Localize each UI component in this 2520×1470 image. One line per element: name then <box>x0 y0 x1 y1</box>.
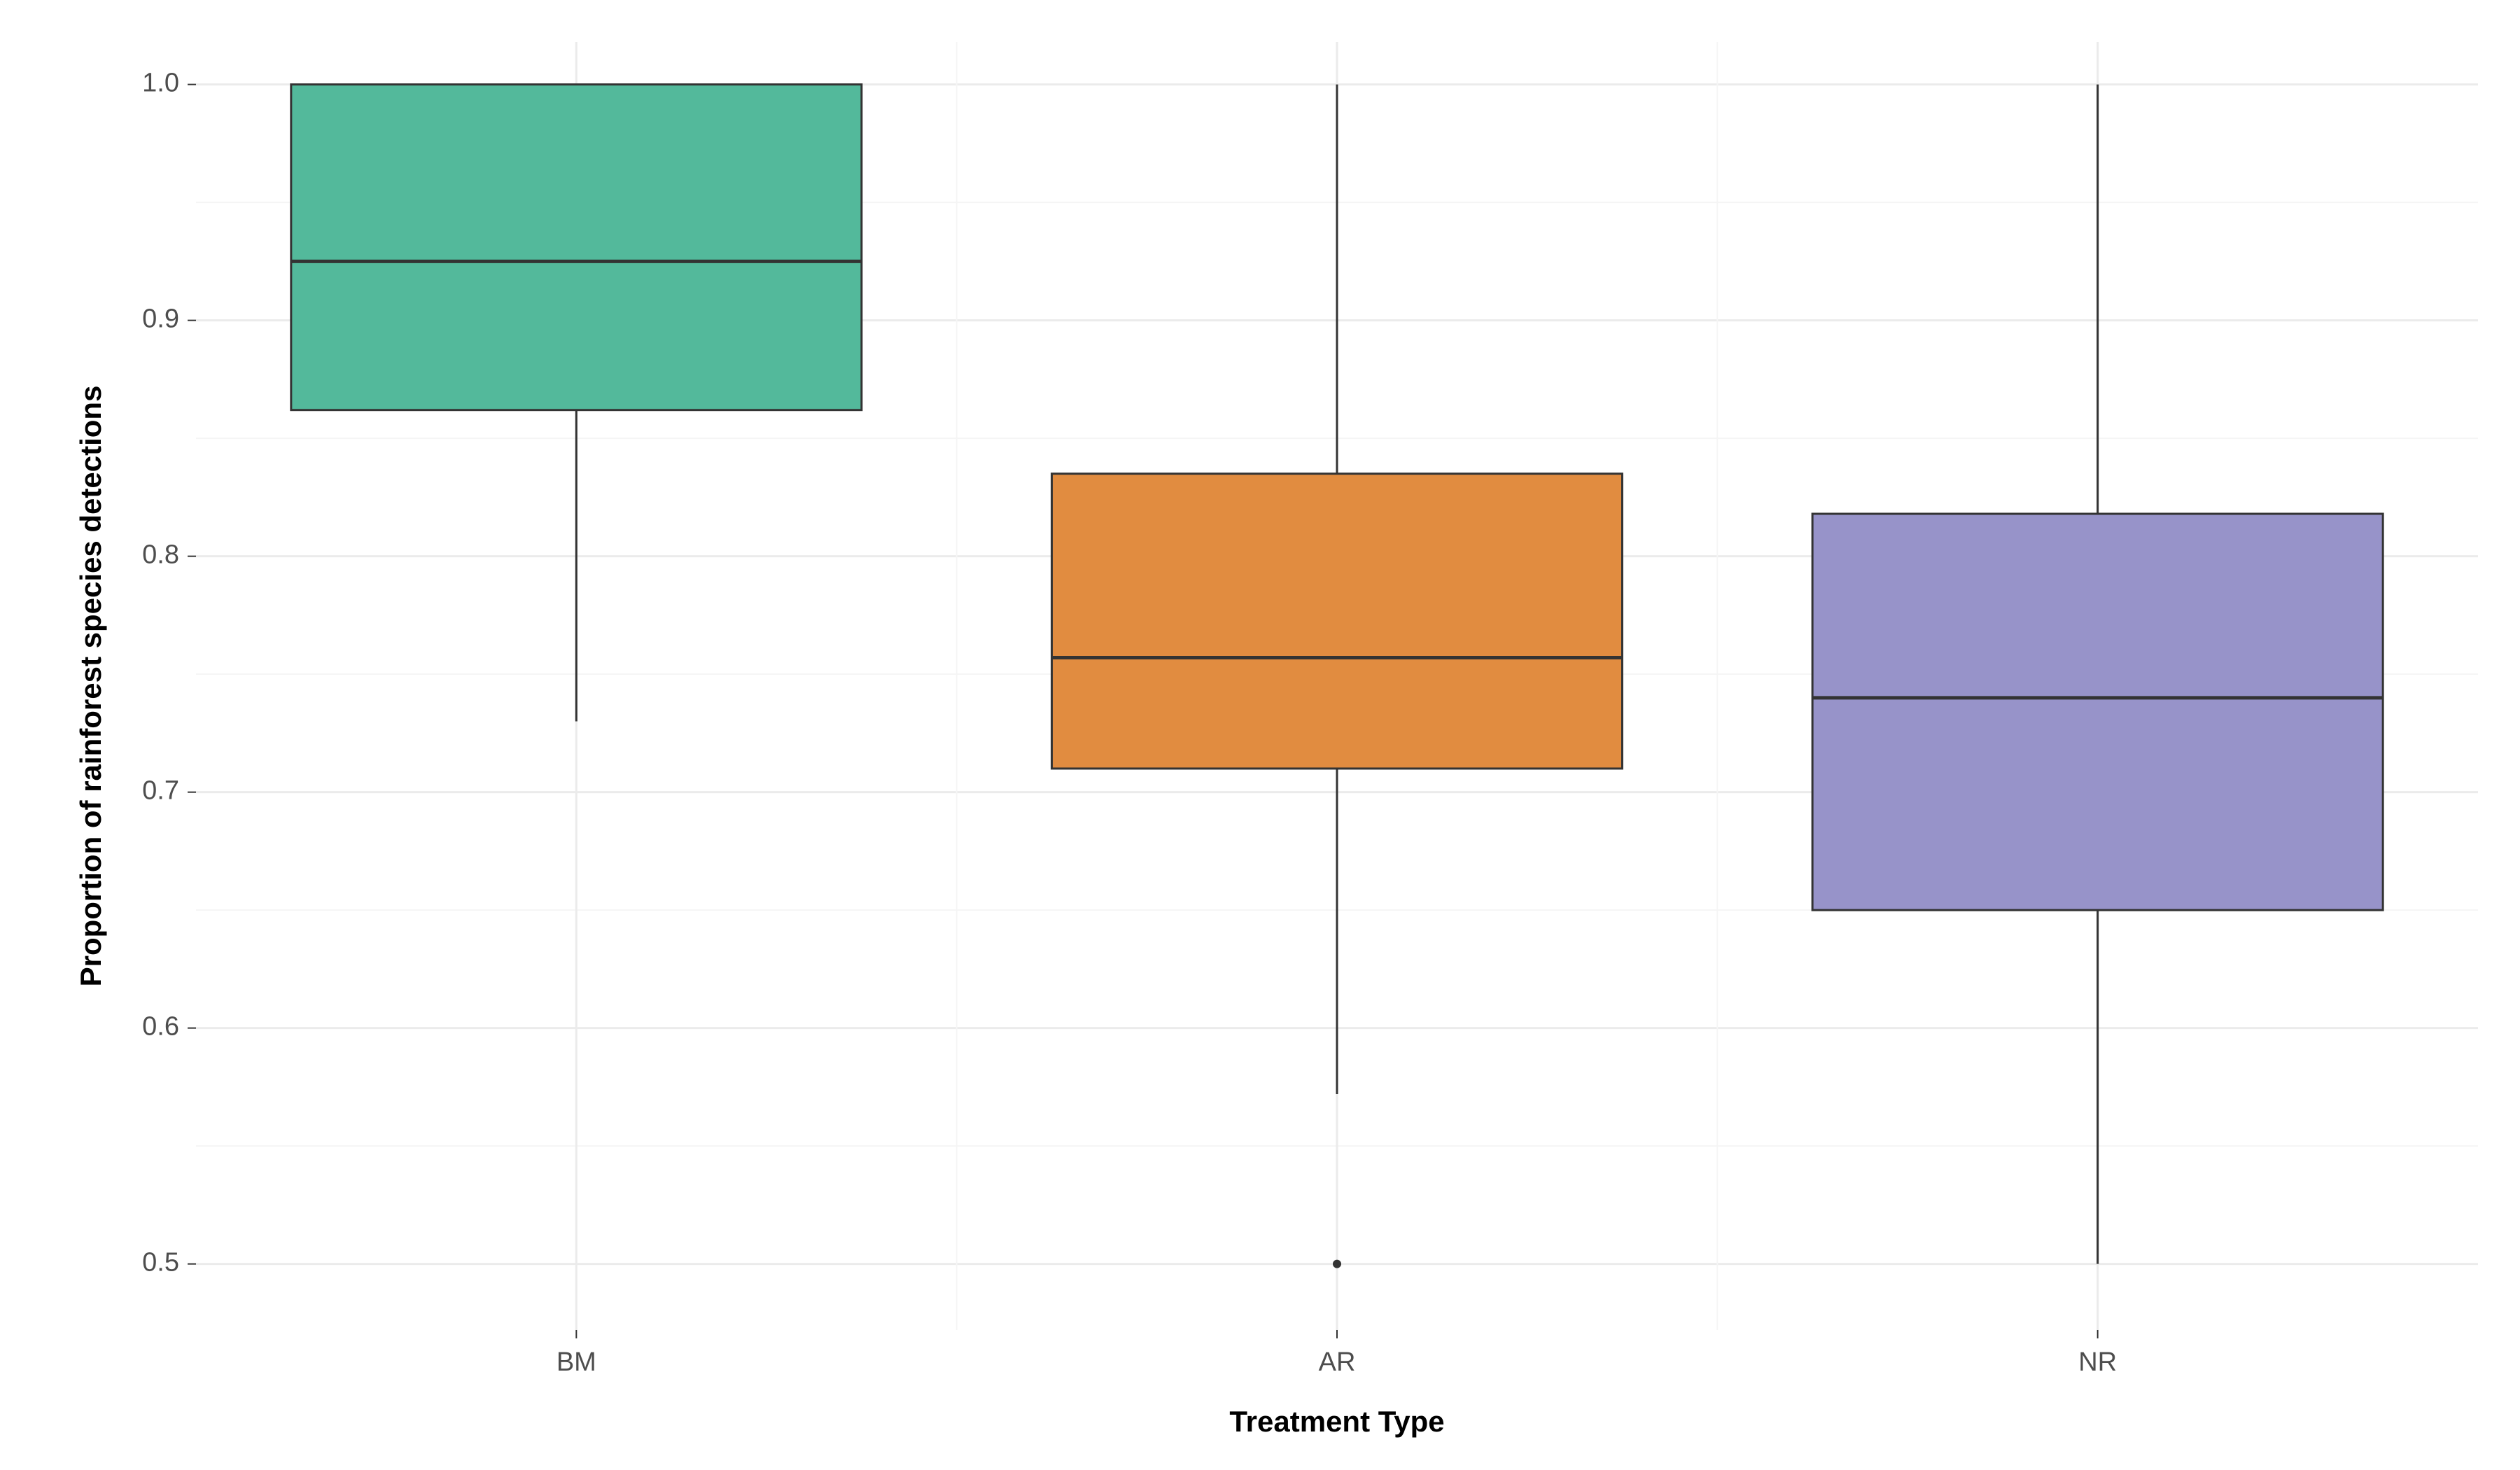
boxplot-chart: 0.5 0.6 0.7 0.8 0.9 1.0 BM AR NR Treatment Type Pr… <box>0 0 2520 1470</box>
y-tick-label: 0.9 <box>142 304 179 334</box>
y-tick-label: 0.6 <box>142 1012 179 1042</box>
y-tick-label: 0.8 <box>142 540 179 570</box>
x-axis-title: Treatment Type <box>1229 1405 1444 1438</box>
y-tick-label: 0.5 <box>142 1248 179 1278</box>
y-tick-label: 0.7 <box>142 776 179 806</box>
chart-svg: 0.5 0.6 0.7 0.8 0.9 1.0 BM AR NR Treatment Type Pr… <box>0 0 2520 1470</box>
y-axis-title: Proportion of rainforest species detecti… <box>74 386 107 987</box>
x-tick-label: NR <box>2078 1348 2117 1377</box>
x-tick-label: AR <box>1319 1348 1356 1377</box>
y-tick-label: 1.0 <box>142 69 179 98</box>
x-tick-label: BM <box>556 1348 596 1377</box>
